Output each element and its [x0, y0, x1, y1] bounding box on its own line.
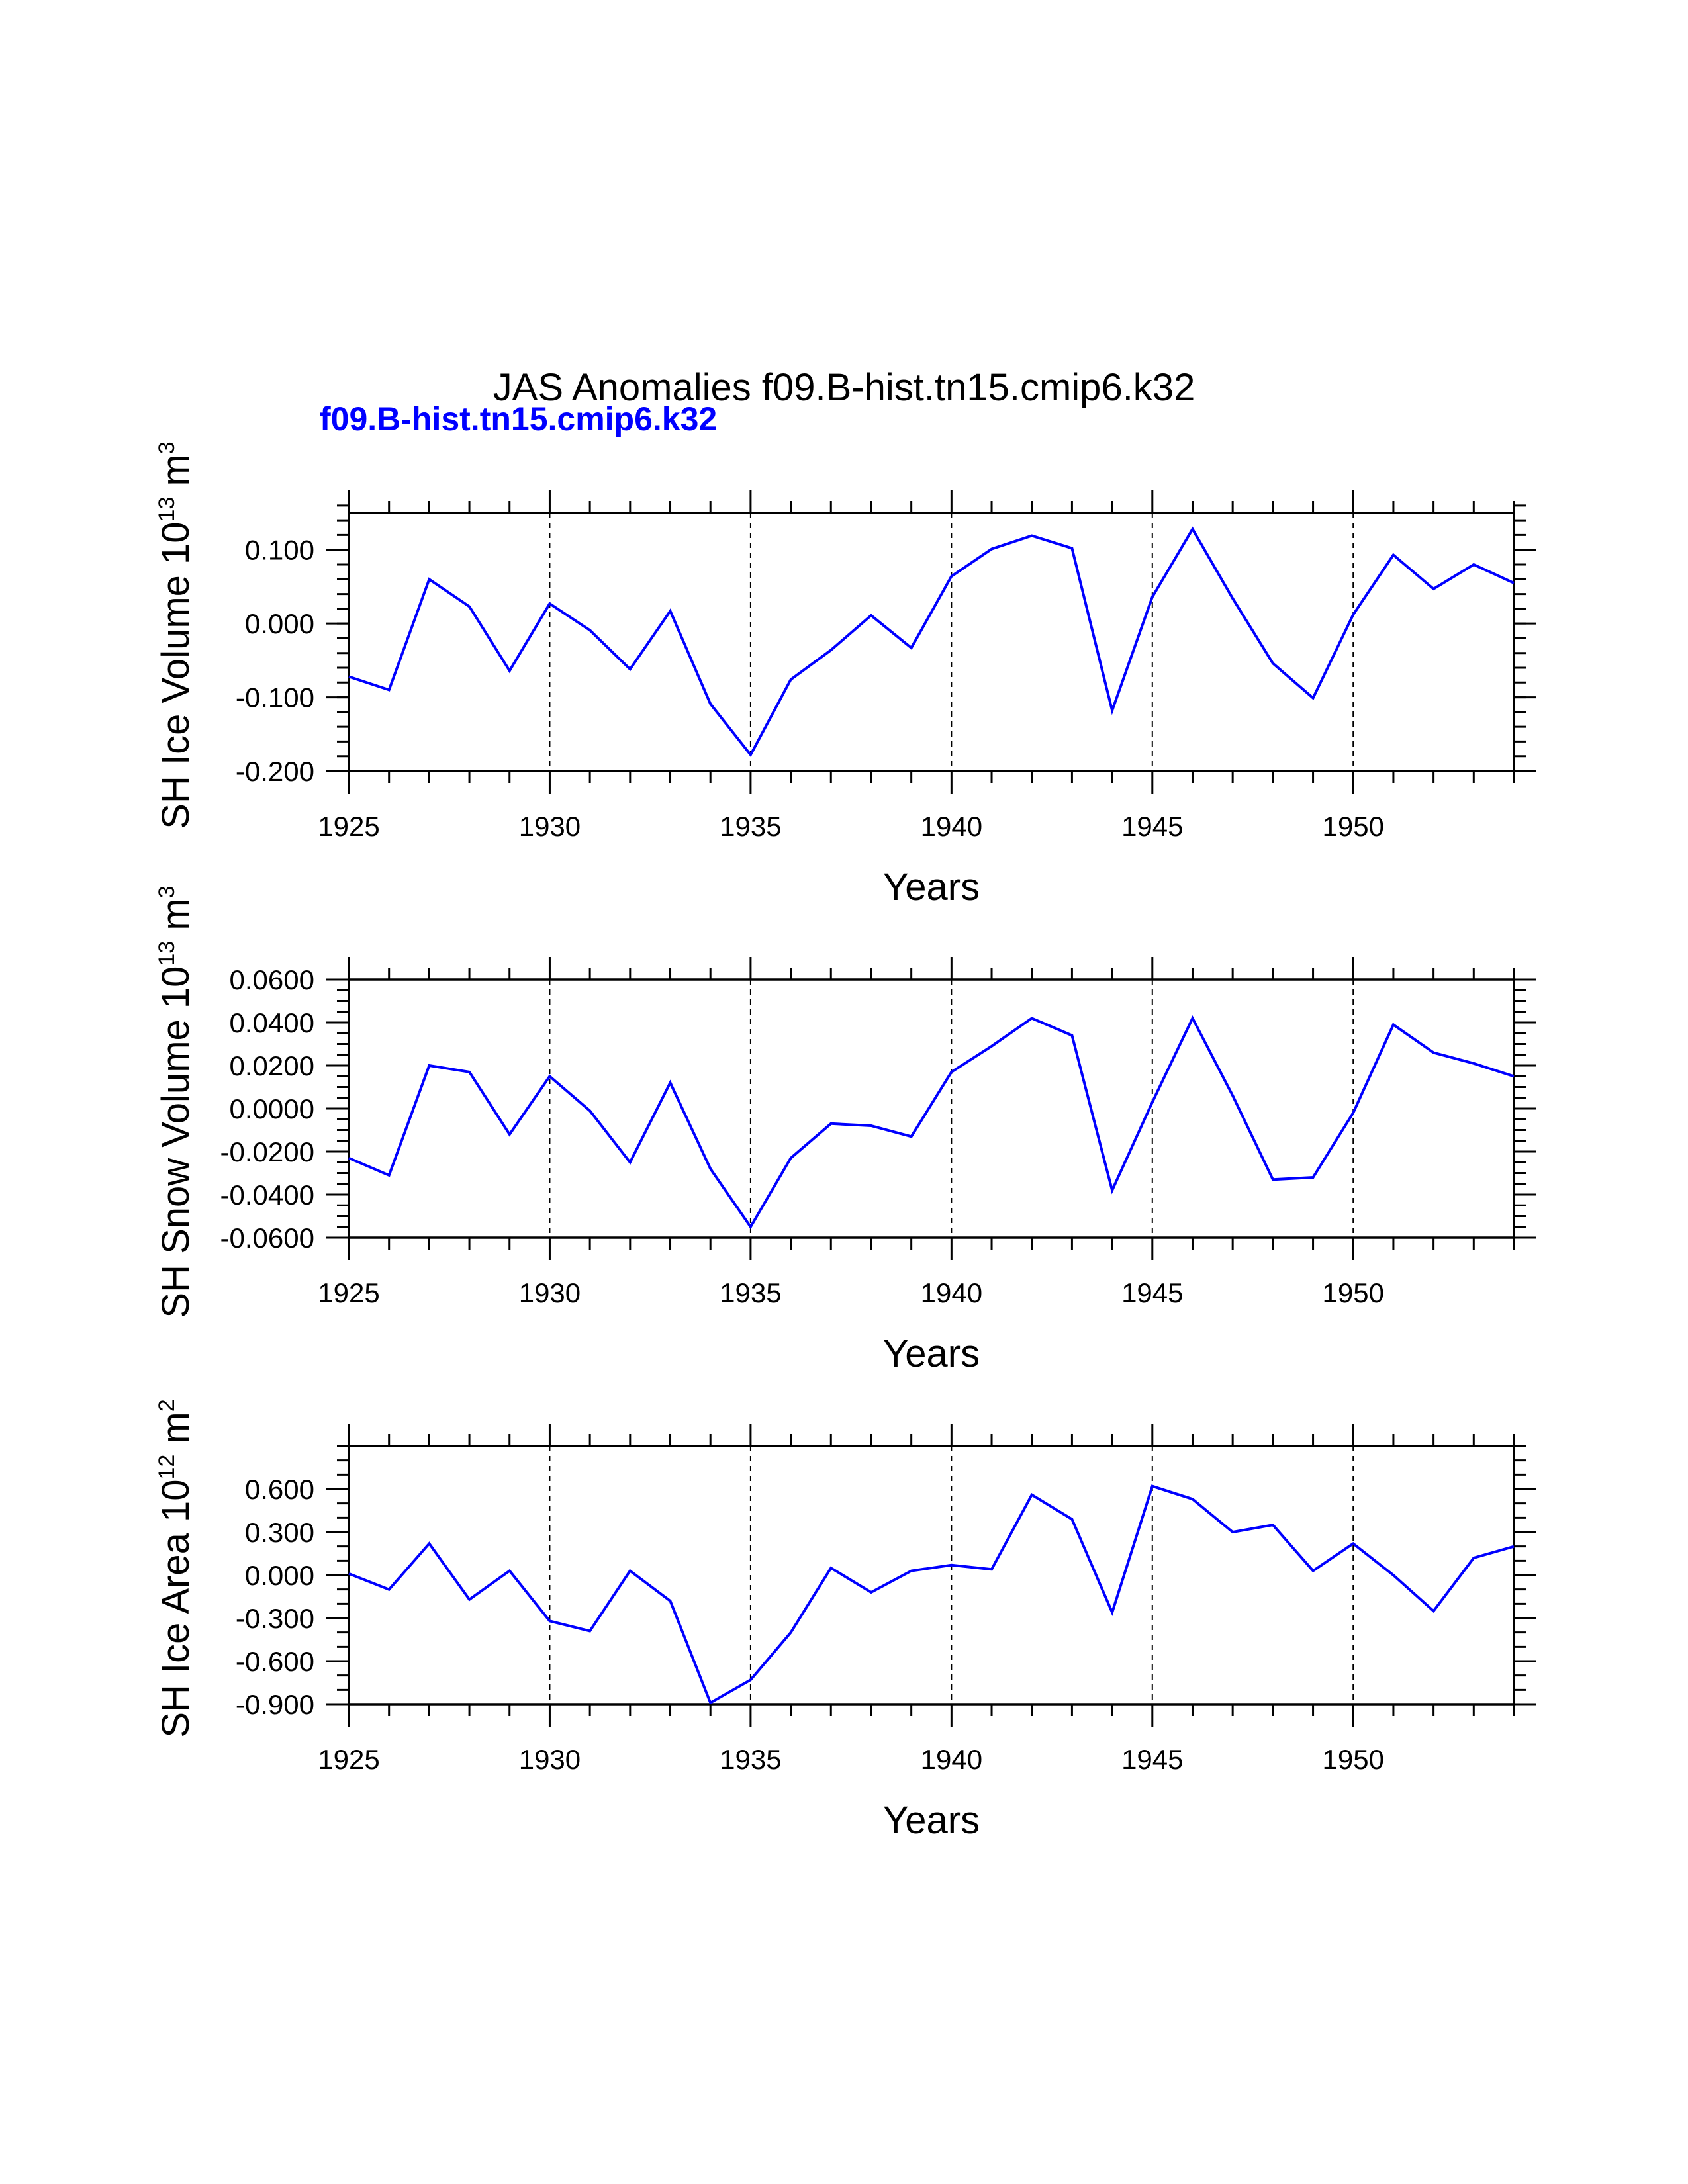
y-axis-title-superscript: 13	[154, 497, 179, 522]
panels: -0.200 -0.100 0.000 0.100 1925 1930 1935 1940 19…	[154, 441, 1536, 1842]
y-tick-label: 0.600	[245, 1474, 314, 1505]
x-tick-label: 1940	[921, 1744, 982, 1775]
y-axis-title-superscript: 3	[154, 441, 179, 454]
x-tick-label: 1935	[720, 1744, 781, 1775]
y-axis-title: SH Ice Area 1012 m2	[154, 1399, 197, 1737]
y-axis-title-superscript: 13	[154, 941, 179, 966]
x-tick-label: 1925	[318, 1277, 379, 1308]
y-tick-label: 0.0600	[230, 964, 314, 995]
y-axis-title-superscript: 3	[154, 886, 179, 898]
y-tick-label: -0.0600	[220, 1222, 314, 1253]
y-tick-label: -0.200	[236, 756, 314, 787]
y-axis-title-part: m	[154, 454, 197, 496]
y-axis-title-part: m	[154, 898, 197, 940]
y-tick-label: 0.000	[245, 1560, 314, 1591]
x-tick-label: 1925	[318, 1744, 379, 1775]
x-tick-label: 1925	[318, 811, 379, 842]
y-axis-title-part: SH Ice Volume 10	[154, 522, 197, 829]
chart-subtitle: f09.B-hist.tn15.cmip6.k32	[320, 400, 717, 437]
x-tick-label: 1930	[519, 811, 581, 842]
x-tick-label: 1950	[1323, 811, 1384, 842]
x-tick-label: 1945	[1121, 1277, 1183, 1308]
y-tick-label: -0.100	[236, 682, 314, 713]
series-line	[348, 1015, 1515, 1230]
x-tick-label: 1945	[1121, 811, 1183, 842]
panel-2: -0.0600 -0.0400 -0.0200 0.0000 0.0200 0.0400 0…	[154, 886, 1536, 1375]
y-tick-label: 0.000	[245, 608, 314, 639]
y-tick-label: 0.0400	[230, 1007, 314, 1038]
x-tick-label: 1950	[1323, 1744, 1384, 1775]
y-tick-label: 0.0200	[230, 1050, 314, 1081]
x-tick-label: 1950	[1323, 1277, 1384, 1308]
y-axis-title: SH Snow Volume 1013 m3	[154, 886, 197, 1318]
series-line	[348, 526, 1515, 758]
y-tick-label: -0.0200	[220, 1136, 314, 1167]
x-tick-label: 1930	[519, 1744, 581, 1775]
y-axis-title-part: SH Snow Volume 10	[154, 966, 197, 1318]
x-axis-title: Years	[883, 1799, 980, 1842]
y-tick-label: 0.0000	[230, 1093, 314, 1124]
y-tick-label: -0.900	[236, 1689, 314, 1720]
y-tick-label: -0.0400	[220, 1179, 314, 1210]
y-axis-title-part: SH Ice Area 10	[154, 1480, 197, 1738]
x-axis-title: Years	[883, 1332, 980, 1375]
plot-frame	[348, 512, 1515, 772]
x-tick-label: 1930	[519, 1277, 581, 1308]
panel-3: -0.900 -0.600 -0.300 0.000 0.300 0.600 1925 193…	[154, 1399, 1536, 1842]
x-tick-label: 1935	[720, 811, 781, 842]
y-tick-label: -0.600	[236, 1646, 314, 1677]
series-line	[348, 1484, 1515, 1705]
panel-1: -0.200 -0.100 0.000 0.100 1925 1930 1935 1940 19…	[154, 441, 1536, 909]
x-tick-label: 1935	[720, 1277, 781, 1308]
y-axis-title-superscript: 2	[154, 1399, 179, 1412]
y-axis-title-superscript: 12	[154, 1455, 179, 1480]
y-tick-label: 0.100	[245, 535, 314, 566]
x-tick-label: 1940	[921, 1277, 982, 1308]
x-axis-title: Years	[883, 866, 980, 909]
y-axis-title: SH Ice Volume 1013 m3	[154, 441, 197, 829]
x-tick-label: 1945	[1121, 1744, 1183, 1775]
y-axis-title-part: m	[154, 1412, 197, 1454]
y-tick-label: 0.300	[245, 1517, 314, 1548]
x-tick-label: 1940	[921, 811, 982, 842]
chart-title: JAS Anomalies f09.B-hist.tn15.cmip6.k32	[493, 366, 1196, 409]
y-tick-label: -0.300	[236, 1603, 314, 1634]
